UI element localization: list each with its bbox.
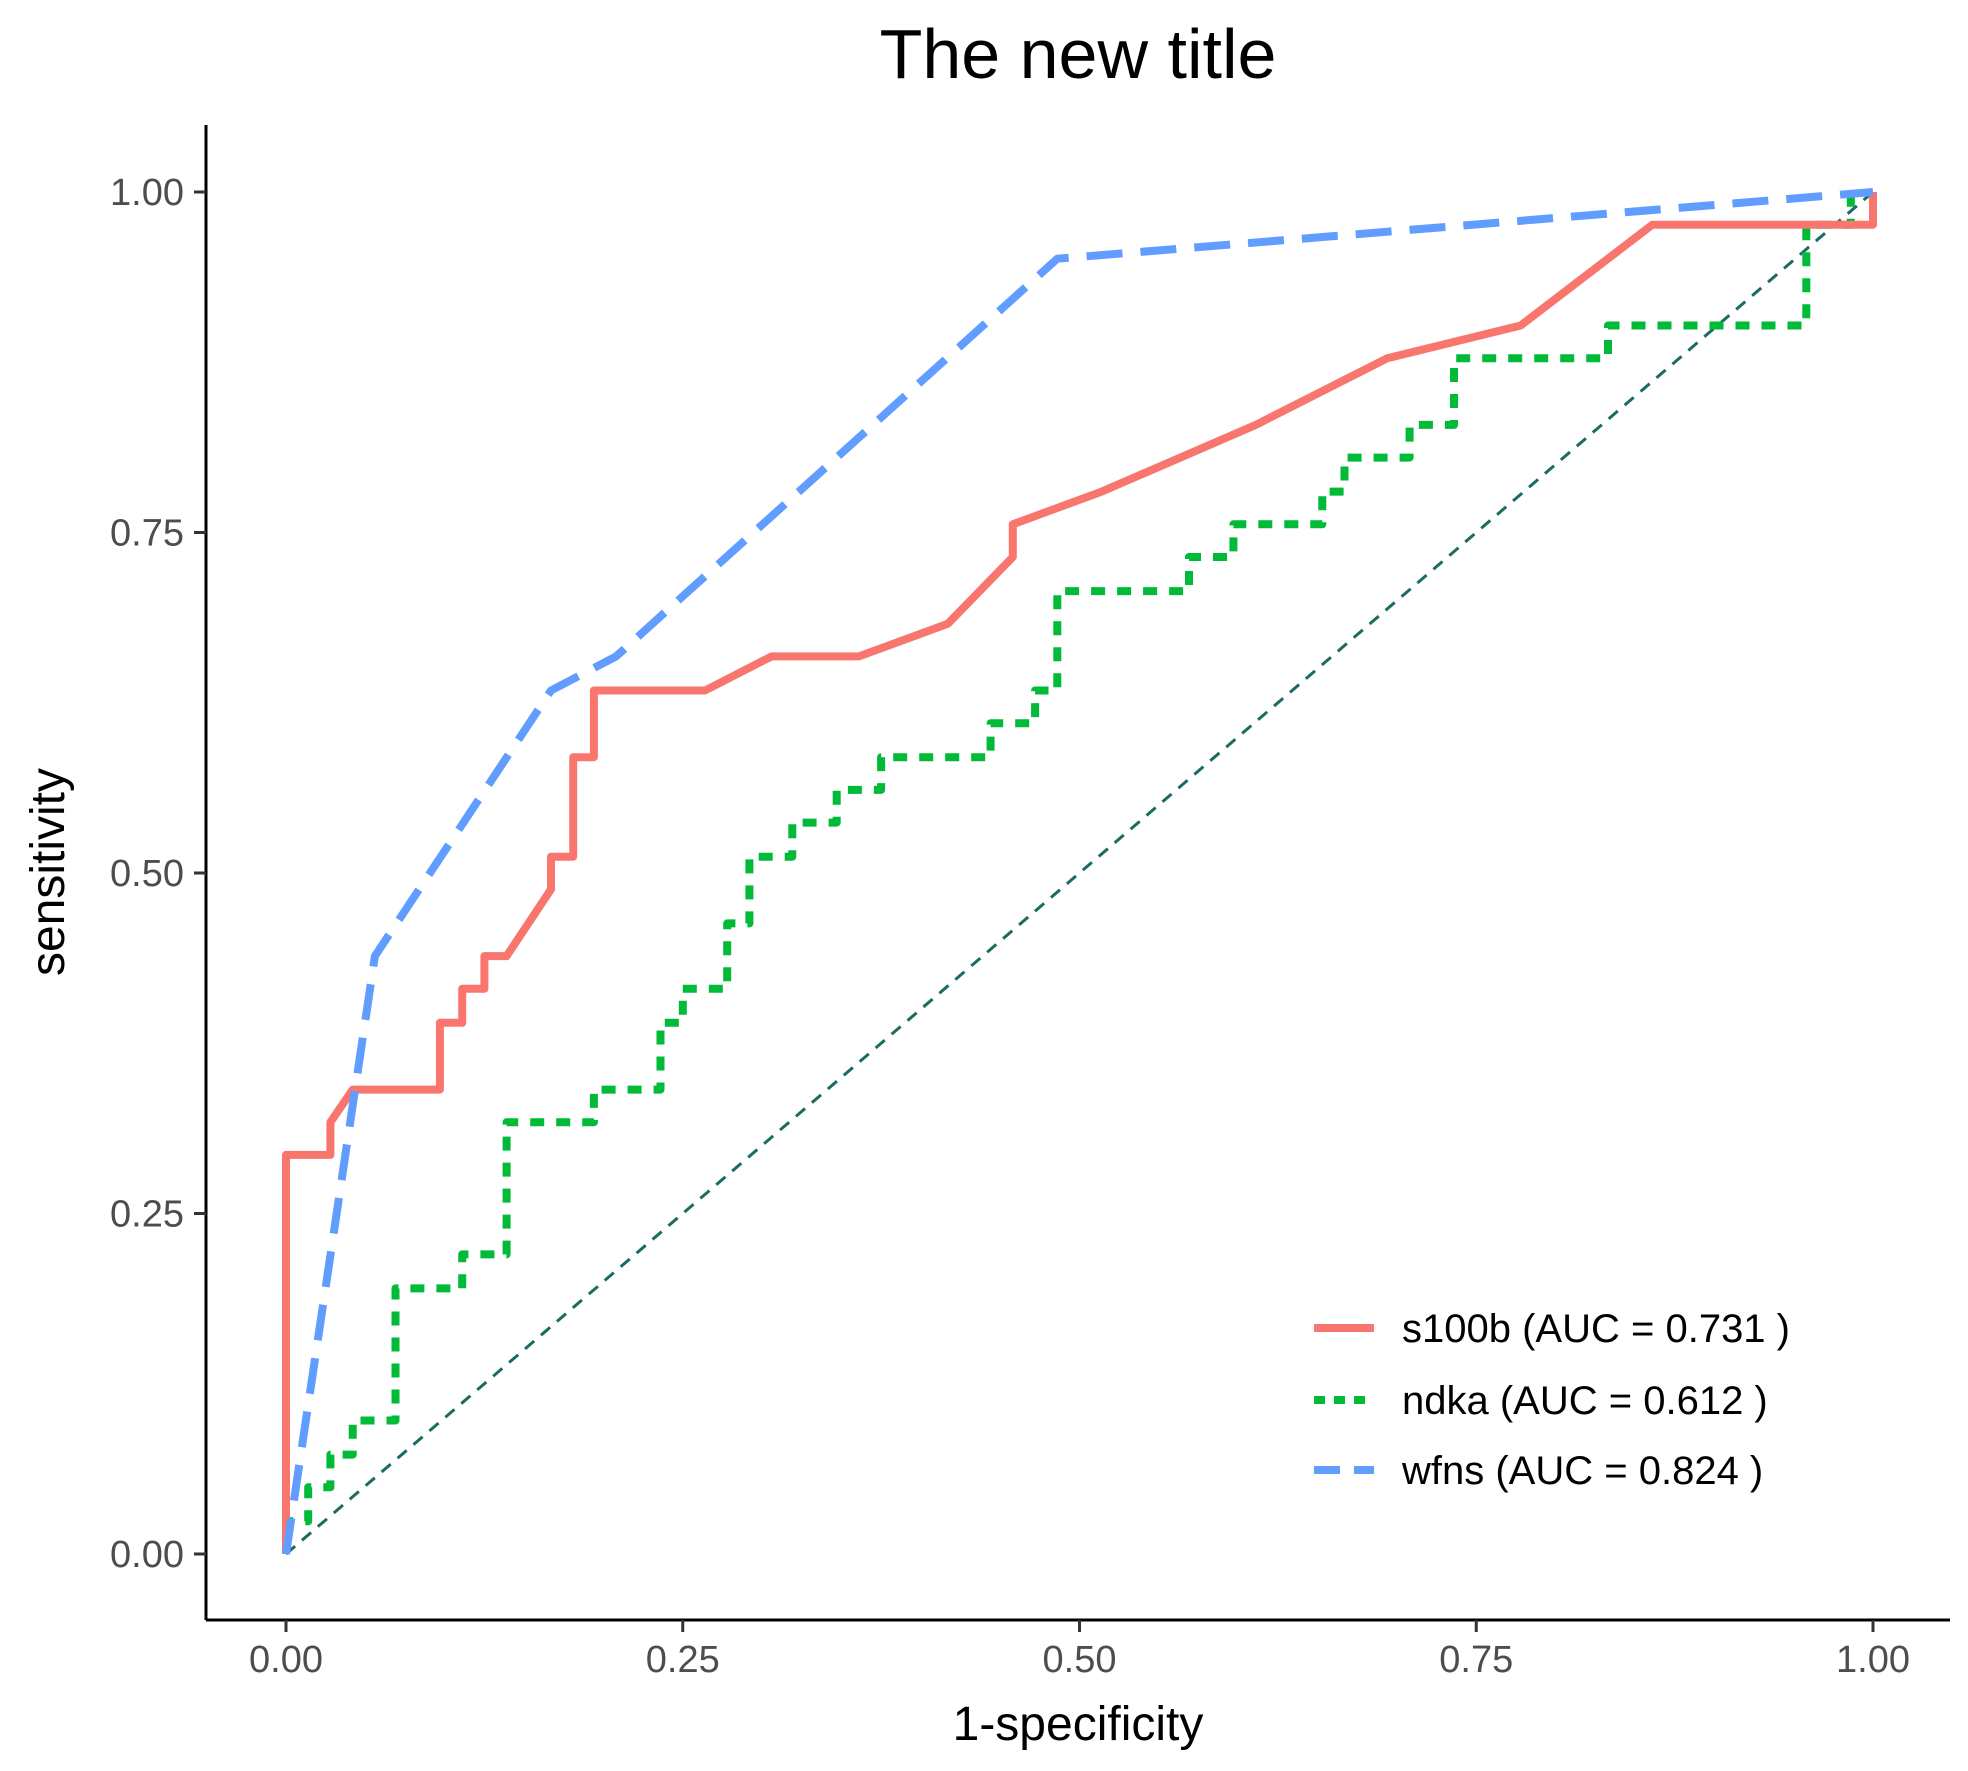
plot-area bbox=[282, 188, 1877, 1556]
x-axis-ticks: 0.00 0.25 0.50 0.75 1.00 bbox=[249, 1620, 1910, 1681]
y-tick-label: 0.25 bbox=[110, 1194, 184, 1236]
chart-title: The new title bbox=[880, 15, 1277, 93]
x-tick-label: 0.75 bbox=[1439, 1639, 1513, 1681]
legend-label-1: ndka (AUC = 0.612 ) bbox=[1402, 1379, 1768, 1423]
x-tick-label: 0.25 bbox=[646, 1639, 720, 1681]
y-tick-label: 0.00 bbox=[110, 1534, 184, 1576]
series-line-2 bbox=[282, 188, 1874, 1555]
legend-label-2: wfns (AUC = 0.824 ) bbox=[1401, 1449, 1763, 1493]
y-tick-label: 1.00 bbox=[110, 172, 184, 214]
legend: s100b (AUC = 0.731 ) ndka (AUC = 0.612 ) w… bbox=[1314, 1307, 1790, 1493]
x-axis-label: 1-specificity bbox=[953, 1698, 1204, 1751]
y-axis-ticks: 0.00 0.25 0.50 0.75 1.00 bbox=[110, 172, 206, 1576]
series-line-0 bbox=[282, 192, 1877, 1554]
x-tick-label: 0.50 bbox=[1043, 1639, 1117, 1681]
y-axis-label: sensitivity bbox=[22, 768, 75, 976]
y-tick-label: 0.75 bbox=[110, 513, 184, 555]
x-tick-label: 1.00 bbox=[1836, 1639, 1910, 1681]
y-tick-label: 0.50 bbox=[110, 853, 184, 895]
x-tick-label: 0.00 bbox=[249, 1639, 323, 1681]
legend-label-0: s100b (AUC = 0.731 ) bbox=[1402, 1307, 1790, 1351]
